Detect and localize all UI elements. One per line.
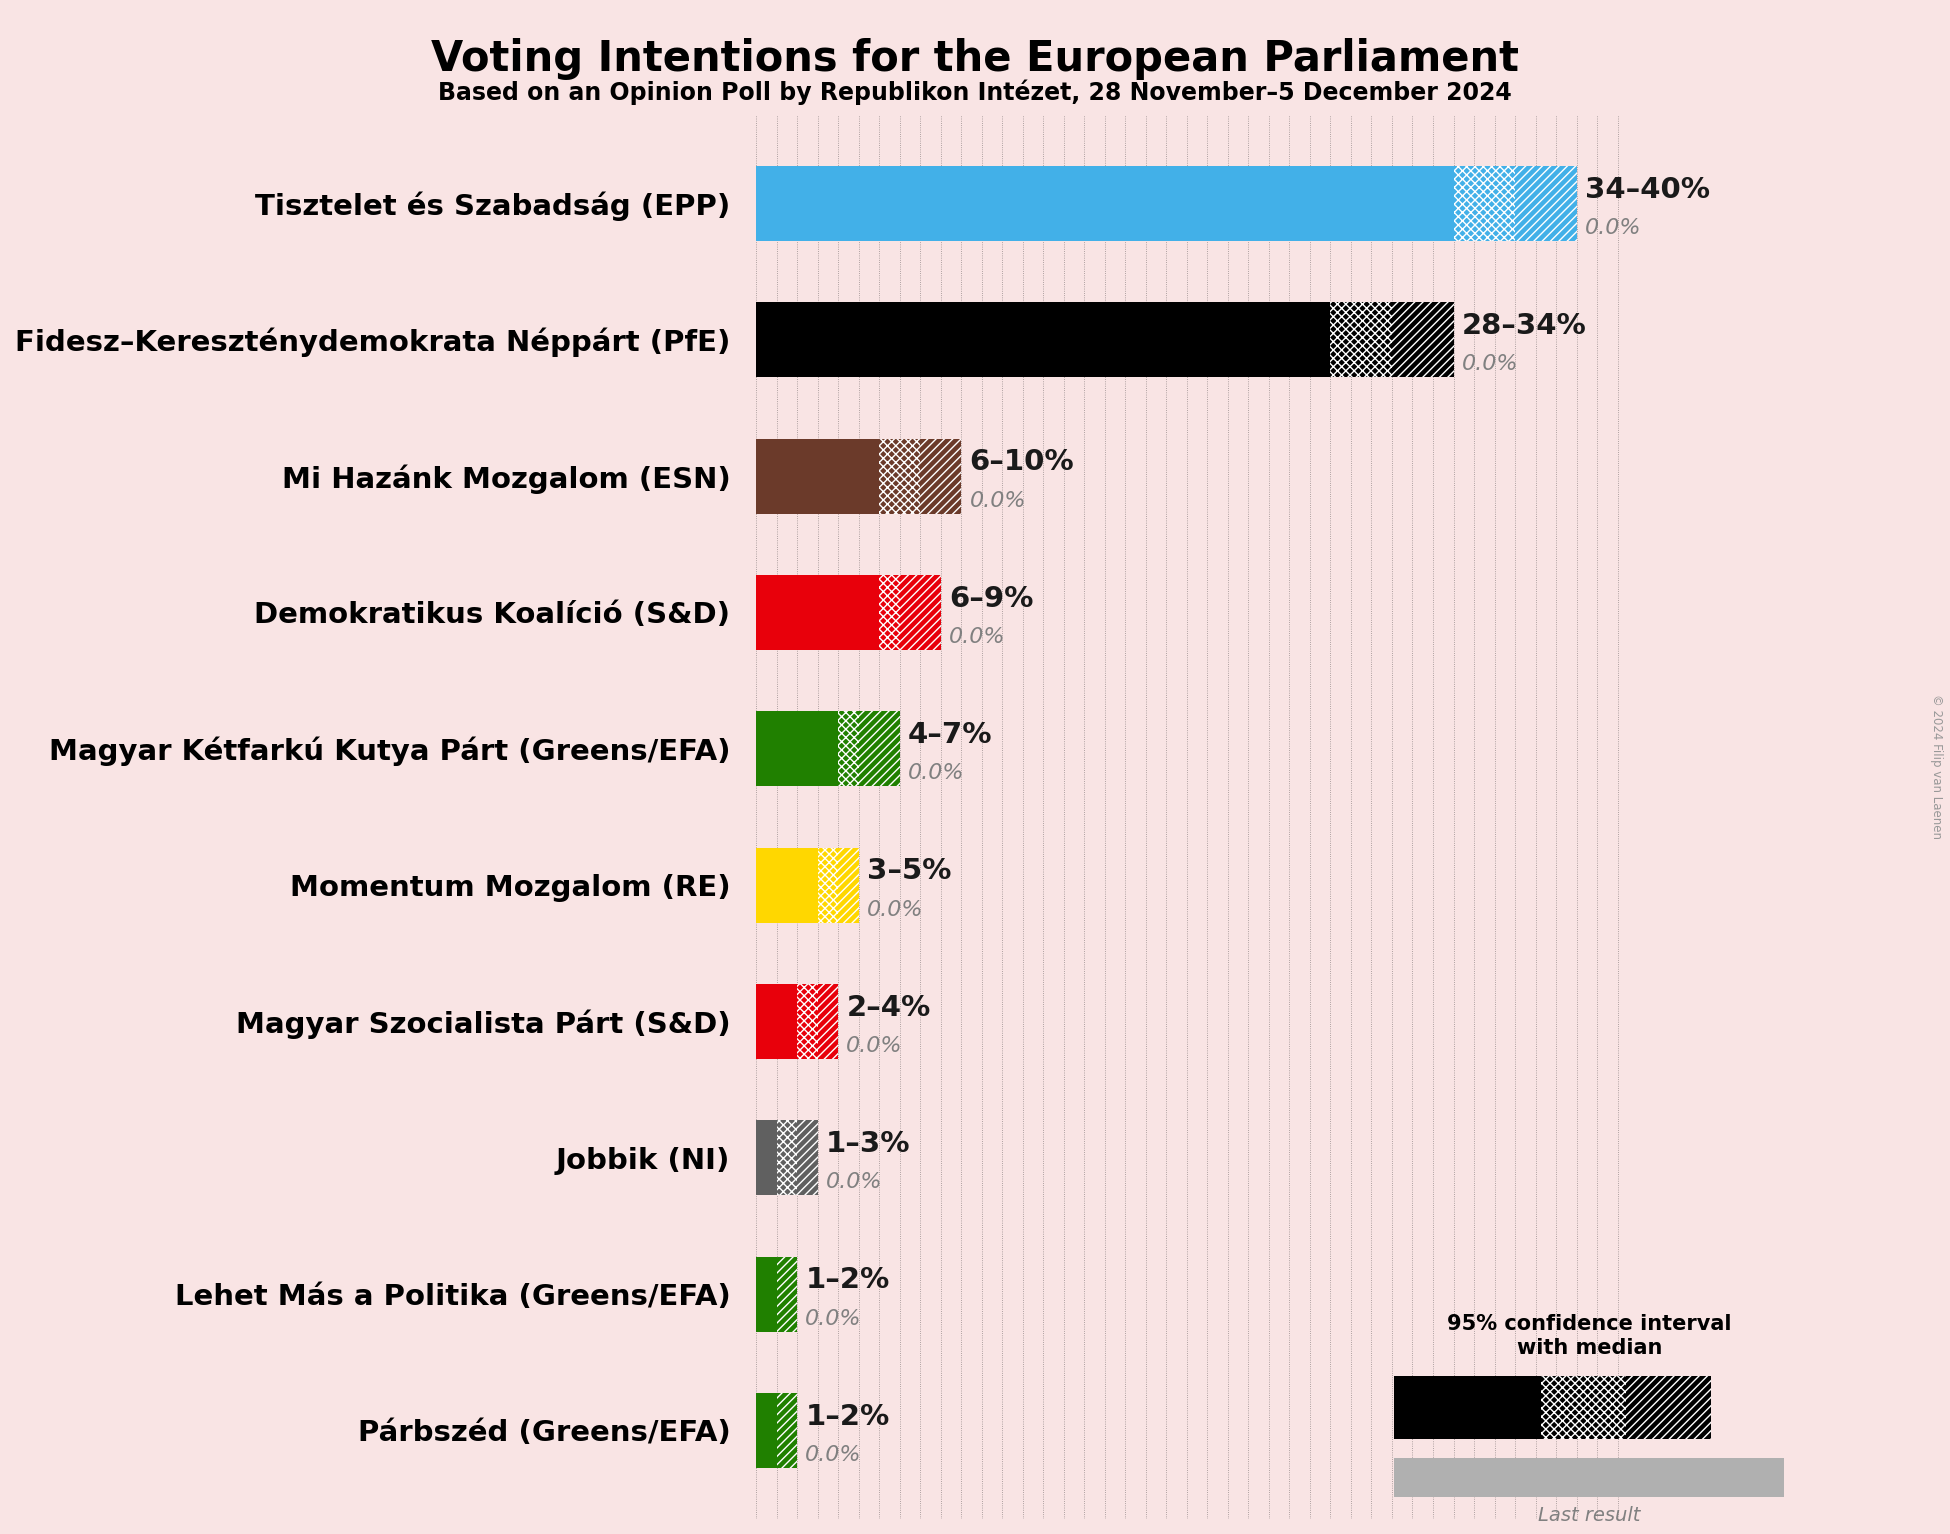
Bar bbox=[1394, 1457, 1784, 1497]
Bar bbox=[776, 1256, 798, 1332]
Bar bbox=[757, 983, 798, 1058]
Bar bbox=[757, 847, 817, 922]
Text: 1–2%: 1–2% bbox=[805, 1402, 889, 1431]
Text: Voting Intentions for the European Parliament: Voting Intentions for the European Parli… bbox=[431, 38, 1519, 80]
Bar bbox=[879, 439, 920, 514]
Text: 0.0%: 0.0% bbox=[1585, 218, 1642, 238]
Bar bbox=[757, 1120, 776, 1195]
Text: 95% confidence interval
with median: 95% confidence interval with median bbox=[1447, 1315, 1732, 1358]
Bar bbox=[838, 712, 858, 787]
Bar bbox=[757, 1256, 776, 1332]
Bar bbox=[776, 1393, 798, 1468]
Bar bbox=[757, 302, 1330, 377]
Bar bbox=[1392, 302, 1453, 377]
Bar bbox=[798, 983, 817, 1058]
Text: 0.0%: 0.0% bbox=[969, 491, 1026, 511]
Text: 6–9%: 6–9% bbox=[950, 584, 1034, 612]
Bar bbox=[920, 439, 961, 514]
Text: 0.0%: 0.0% bbox=[846, 1035, 903, 1055]
Text: 0.0%: 0.0% bbox=[950, 627, 1006, 647]
Text: 0.0%: 0.0% bbox=[868, 899, 924, 919]
Bar bbox=[1626, 1376, 1712, 1439]
Bar bbox=[838, 847, 858, 922]
Text: 4–7%: 4–7% bbox=[909, 721, 993, 749]
Text: 1–3%: 1–3% bbox=[825, 1131, 911, 1158]
Bar bbox=[1394, 1376, 1541, 1439]
Bar bbox=[899, 575, 940, 650]
Text: 6–10%: 6–10% bbox=[969, 448, 1074, 477]
Bar bbox=[757, 712, 838, 787]
Bar bbox=[858, 712, 899, 787]
Bar bbox=[798, 1120, 817, 1195]
Text: 0.0%: 0.0% bbox=[909, 764, 965, 784]
Text: 1–2%: 1–2% bbox=[805, 1267, 889, 1295]
Text: Last result: Last result bbox=[1539, 1506, 1640, 1525]
Bar bbox=[1540, 1376, 1626, 1439]
Text: 2–4%: 2–4% bbox=[846, 994, 930, 1022]
Text: 0.0%: 0.0% bbox=[1462, 354, 1519, 374]
Text: 0.0%: 0.0% bbox=[805, 1309, 862, 1328]
Bar bbox=[757, 575, 879, 650]
Bar bbox=[879, 575, 899, 650]
Text: Based on an Opinion Poll by Republikon Intézet, 28 November–5 December 2024: Based on an Opinion Poll by Republikon I… bbox=[439, 80, 1511, 106]
Bar bbox=[1330, 302, 1392, 377]
Bar bbox=[757, 1393, 776, 1468]
Bar bbox=[1515, 166, 1578, 241]
Text: 34–40%: 34–40% bbox=[1585, 176, 1710, 204]
Text: 0.0%: 0.0% bbox=[825, 1172, 881, 1192]
Bar bbox=[757, 166, 1453, 241]
Bar bbox=[1453, 166, 1515, 241]
Bar bbox=[776, 1120, 798, 1195]
Text: © 2024 Filip van Laenen: © 2024 Filip van Laenen bbox=[1930, 695, 1942, 839]
Bar bbox=[817, 983, 838, 1058]
Text: 3–5%: 3–5% bbox=[868, 858, 952, 885]
Bar bbox=[757, 439, 879, 514]
Text: 28–34%: 28–34% bbox=[1462, 311, 1587, 341]
Bar bbox=[817, 847, 838, 922]
Text: 0.0%: 0.0% bbox=[805, 1445, 862, 1465]
